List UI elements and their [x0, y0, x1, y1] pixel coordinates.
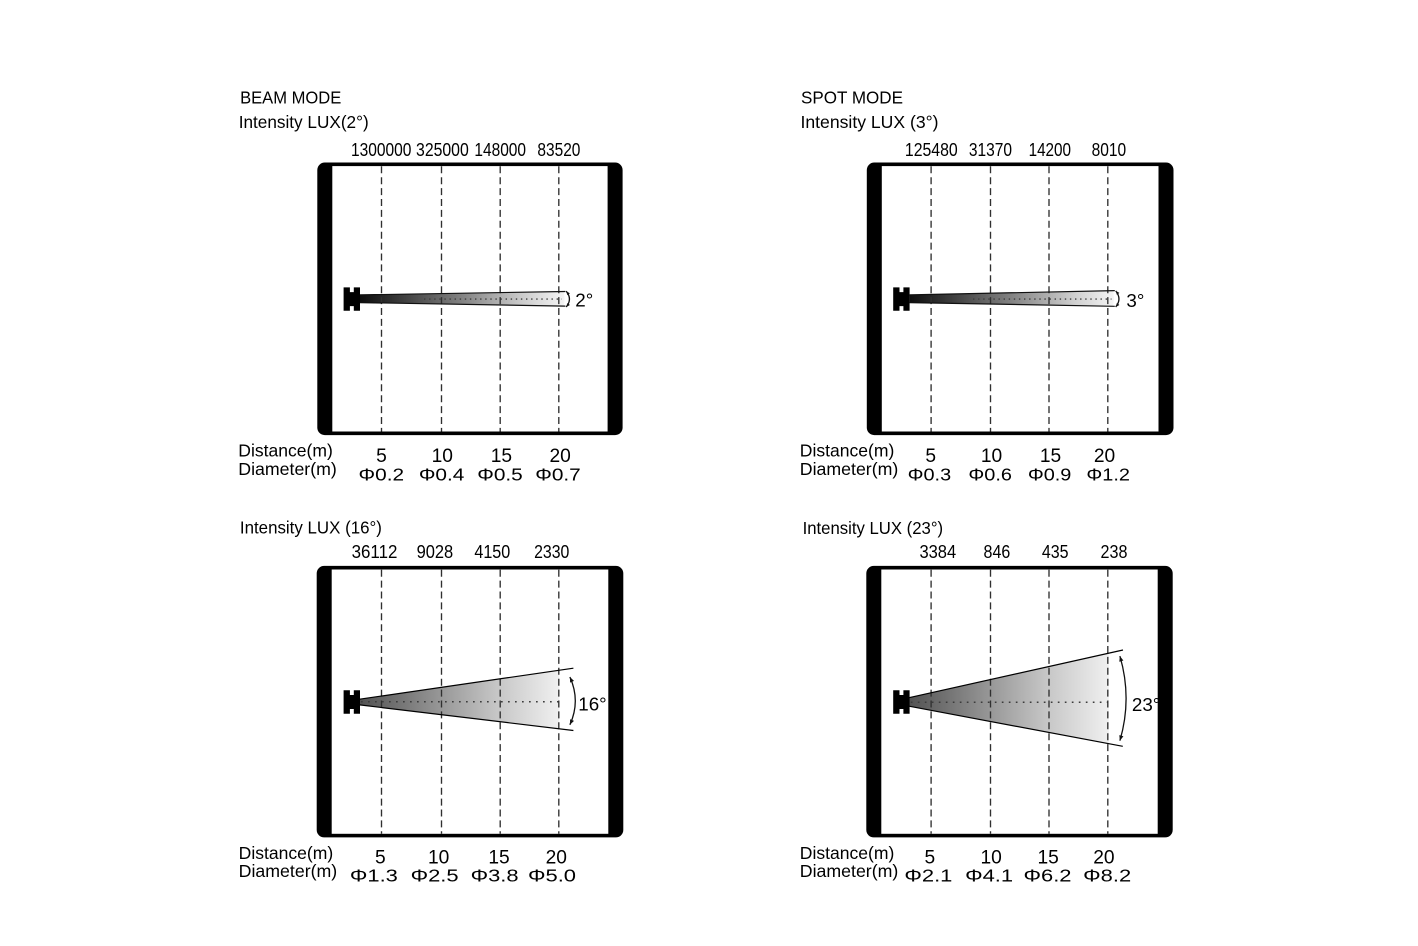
svg-text:14200: 14200 — [1029, 139, 1071, 160]
svg-text:Diameter(m): Diameter(m) — [800, 459, 899, 479]
svg-text:10: 10 — [428, 847, 449, 868]
svg-text:5: 5 — [924, 847, 935, 868]
svg-text:2°: 2° — [575, 289, 593, 310]
svg-text:125480: 125480 — [905, 139, 958, 160]
svg-text:SPOT MODE: SPOT MODE — [801, 87, 903, 107]
svg-text:Diameter(m): Diameter(m) — [800, 861, 899, 881]
svg-text:5: 5 — [376, 446, 387, 467]
svg-text:Φ0.4: Φ0.4 — [419, 464, 465, 484]
svg-text:Intensity LUX (3°): Intensity LUX (3°) — [801, 112, 939, 132]
svg-text:Φ2.1: Φ2.1 — [904, 866, 952, 886]
svg-text:148000: 148000 — [474, 139, 526, 160]
svg-text:Φ0.5: Φ0.5 — [477, 464, 523, 484]
svg-text:5: 5 — [375, 847, 386, 868]
svg-text:Φ8.2: Φ8.2 — [1083, 866, 1131, 886]
svg-text:Diameter(m): Diameter(m) — [239, 861, 338, 881]
svg-text:Φ0.9: Φ0.9 — [1028, 464, 1072, 484]
svg-text:Φ0.2: Φ0.2 — [359, 464, 405, 484]
svg-text:31370: 31370 — [969, 139, 1012, 160]
svg-text:Φ0.6: Φ0.6 — [968, 464, 1012, 484]
svg-text:Φ0.3: Φ0.3 — [908, 464, 952, 484]
svg-text:36112: 36112 — [352, 541, 398, 562]
svg-text:20: 20 — [550, 446, 571, 467]
svg-text:3384: 3384 — [919, 541, 956, 562]
svg-text:Intensity LUX (16°): Intensity LUX (16°) — [240, 517, 382, 537]
svg-text:Φ6.2: Φ6.2 — [1024, 866, 1072, 886]
svg-text:Φ1.3: Φ1.3 — [350, 866, 398, 886]
svg-text:8010: 8010 — [1092, 139, 1127, 160]
svg-text:15: 15 — [491, 446, 512, 467]
svg-text:20: 20 — [1093, 847, 1114, 868]
svg-text:9028: 9028 — [417, 541, 454, 562]
svg-text:15: 15 — [1040, 446, 1061, 467]
svg-text:Distance(m): Distance(m) — [800, 441, 895, 461]
svg-text:15: 15 — [488, 847, 509, 868]
svg-text:15: 15 — [1038, 847, 1059, 868]
svg-text:Φ1.2: Φ1.2 — [1086, 464, 1130, 484]
svg-text:10: 10 — [432, 446, 453, 467]
svg-text:83520: 83520 — [537, 139, 580, 160]
svg-text:Φ0.7: Φ0.7 — [535, 464, 581, 484]
svg-text:435: 435 — [1042, 541, 1069, 562]
svg-text:Distance(m): Distance(m) — [239, 843, 334, 863]
svg-text:1300000: 1300000 — [351, 139, 411, 160]
svg-text:10: 10 — [981, 847, 1002, 868]
svg-text:5: 5 — [925, 446, 936, 467]
svg-text:325000: 325000 — [416, 139, 469, 160]
svg-text:Φ3.8: Φ3.8 — [471, 866, 519, 886]
svg-text:846: 846 — [984, 541, 1011, 562]
svg-text:Intensity LUX(2°): Intensity LUX(2°) — [239, 112, 369, 132]
svg-text:16°: 16° — [578, 694, 606, 715]
svg-text:Φ2.5: Φ2.5 — [411, 866, 459, 886]
svg-text:Distance(m): Distance(m) — [800, 843, 895, 863]
svg-text:23°: 23° — [1132, 694, 1160, 715]
svg-text:Distance(m): Distance(m) — [238, 441, 333, 461]
svg-text:2330: 2330 — [534, 541, 569, 562]
svg-text:20: 20 — [546, 847, 567, 868]
svg-text:Φ4.1: Φ4.1 — [965, 866, 1013, 886]
svg-text:20: 20 — [1094, 446, 1115, 467]
svg-text:Φ5.0: Φ5.0 — [528, 866, 576, 886]
svg-text:10: 10 — [981, 446, 1002, 467]
svg-text:Intensity LUX (23°): Intensity LUX (23°) — [803, 518, 944, 538]
svg-text:4150: 4150 — [474, 541, 510, 562]
svg-text:238: 238 — [1101, 541, 1128, 562]
svg-text:Diameter(m): Diameter(m) — [238, 459, 336, 479]
svg-text:BEAM MODE: BEAM MODE — [240, 87, 341, 107]
svg-text:3°: 3° — [1126, 290, 1144, 311]
